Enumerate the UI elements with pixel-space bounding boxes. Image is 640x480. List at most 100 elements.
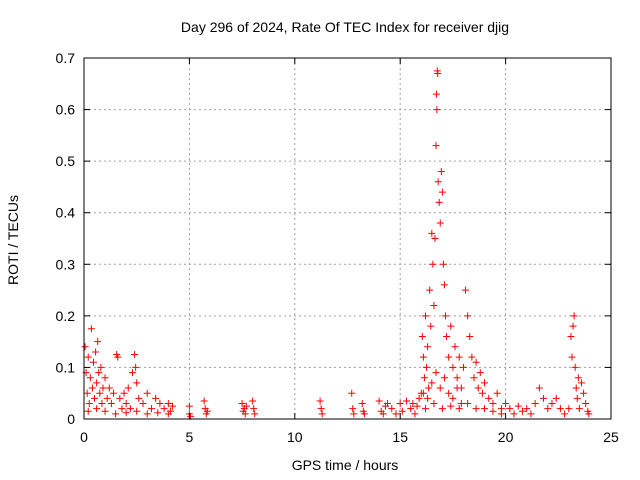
data-point: [164, 400, 172, 408]
data-point: [143, 410, 151, 418]
data-point: [396, 400, 404, 408]
data-point: [118, 405, 126, 413]
data-point: [116, 394, 124, 402]
data-point: [81, 343, 89, 351]
data-point: [493, 389, 501, 397]
data-point: [569, 322, 577, 330]
data-point: [122, 400, 130, 408]
data-point: [453, 384, 461, 392]
data-point: [419, 353, 427, 361]
data-point: [135, 394, 143, 402]
data-point: [535, 384, 543, 392]
data-point: [432, 142, 440, 150]
data-point: [392, 410, 400, 418]
data-point: [418, 332, 426, 340]
data-point: [409, 400, 417, 408]
data-point: [466, 332, 474, 340]
data-point: [96, 389, 104, 397]
data-point: [375, 397, 383, 405]
data-point: [84, 353, 92, 361]
data-point: [84, 407, 92, 415]
data-point: [415, 394, 423, 402]
data-point: [317, 405, 325, 413]
data-point: [421, 405, 429, 413]
data-point: [577, 379, 585, 387]
plot-frame: [83, 57, 612, 420]
data-point: [430, 302, 438, 310]
x-tick-label: 15: [392, 429, 408, 445]
data-point: [185, 402, 193, 410]
data-point: [407, 405, 415, 413]
data-point: [250, 405, 258, 413]
data-point: [164, 410, 172, 418]
data-point: [139, 400, 147, 408]
data-point: [420, 374, 428, 382]
data-point: [582, 400, 590, 408]
data-point: [457, 400, 465, 408]
data-point: [552, 394, 560, 402]
data-point: [447, 322, 455, 330]
y-tick-label: 0.3: [56, 256, 76, 272]
data-point: [585, 410, 593, 418]
data-point: [98, 400, 106, 408]
data-point: [434, 178, 442, 186]
data-point: [575, 405, 583, 413]
data-point: [436, 219, 444, 227]
data-point: [442, 312, 450, 320]
data-point: [94, 338, 102, 346]
data-point: [502, 400, 510, 408]
data-point: [99, 384, 107, 392]
data-point: [107, 400, 115, 408]
axis-ticks: [83, 57, 612, 420]
data-point: [565, 405, 573, 413]
data-point: [453, 374, 461, 382]
data-point: [103, 394, 111, 402]
data-point: [428, 379, 436, 387]
data-point: [451, 343, 459, 351]
data-point: [489, 407, 497, 415]
data-point: [544, 405, 552, 413]
data-point: [485, 394, 493, 402]
y-tick-label: 0.6: [56, 102, 76, 118]
data-point: [92, 348, 100, 356]
data-point: [568, 353, 576, 361]
data-point: [403, 397, 411, 405]
data-point: [571, 363, 579, 371]
data-point: [132, 363, 140, 371]
data-point: [497, 410, 505, 418]
y-axis-label: ROTI / TECUs: [5, 195, 21, 285]
data-point: [241, 410, 249, 418]
data-point: [413, 402, 421, 410]
data-point: [423, 363, 431, 371]
data-point: [580, 389, 588, 397]
data-points: [81, 67, 593, 420]
data-point: [449, 394, 457, 402]
data-point: [133, 379, 141, 387]
data-point: [437, 167, 445, 175]
data-point: [89, 358, 97, 366]
data-point: [567, 332, 575, 340]
data-point: [379, 410, 387, 418]
data-point: [462, 286, 470, 294]
data-point: [428, 229, 436, 237]
data-point: [438, 188, 446, 196]
data-point: [101, 407, 109, 415]
data-point: [91, 394, 99, 402]
grid: [84, 58, 611, 419]
data-point: [476, 369, 484, 377]
data-point: [425, 384, 433, 392]
data-point: [114, 353, 122, 361]
data-point: [160, 405, 168, 413]
data-point: [87, 325, 95, 333]
data-point: [120, 389, 128, 397]
data-point: [431, 235, 439, 242]
data-point: [506, 405, 514, 413]
data-point: [572, 384, 580, 392]
x-tick-label: 10: [287, 429, 303, 445]
data-point: [156, 400, 164, 408]
data-point: [427, 322, 435, 330]
data-point: [411, 410, 419, 418]
x-tick-label: 0: [80, 429, 88, 445]
data-point: [574, 374, 582, 382]
data-point: [440, 374, 448, 382]
